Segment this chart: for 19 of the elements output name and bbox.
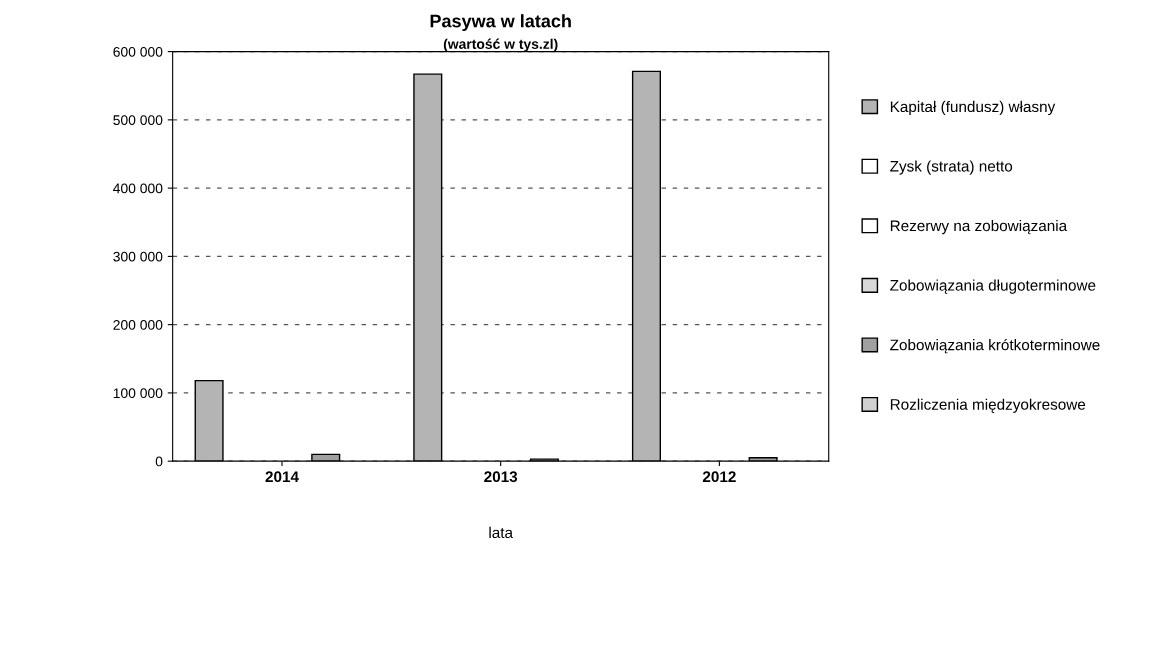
y-tick-label: 400 000 — [113, 183, 163, 194]
legend-label: Rozliczenia międzyokresowe — [890, 398, 1086, 413]
x-tick-label: 2012 — [702, 471, 736, 483]
chart-subtitle: (wartość w tys.zl) — [443, 38, 558, 52]
x-tick-label: 2013 — [484, 471, 518, 483]
y-tick-label: 100 000 — [113, 388, 163, 399]
x-axis-title: lata — [489, 526, 513, 539]
y-tick-label: 500 000 — [113, 115, 163, 126]
y-tick-label: 300 000 — [113, 251, 163, 262]
legend-label: Kapitał (fundusz) własny — [890, 100, 1056, 116]
y-tick-label: 600 000 — [113, 46, 163, 57]
y-tick-label: 0 — [155, 456, 163, 467]
legend-label: Rezerwy na zobowiązania — [890, 219, 1068, 235]
legend-label: Zysk (strata) netto — [890, 160, 1013, 175]
legend-label: Zobowiązania długoterminowe — [890, 279, 1096, 294]
legend-label: Zobowiązania krótkoterminowe — [890, 338, 1100, 354]
y-tick-label: 200 000 — [113, 319, 163, 330]
chart-title: Pasywa w latach — [430, 14, 571, 31]
x-tick-label: 2014 — [265, 471, 299, 483]
